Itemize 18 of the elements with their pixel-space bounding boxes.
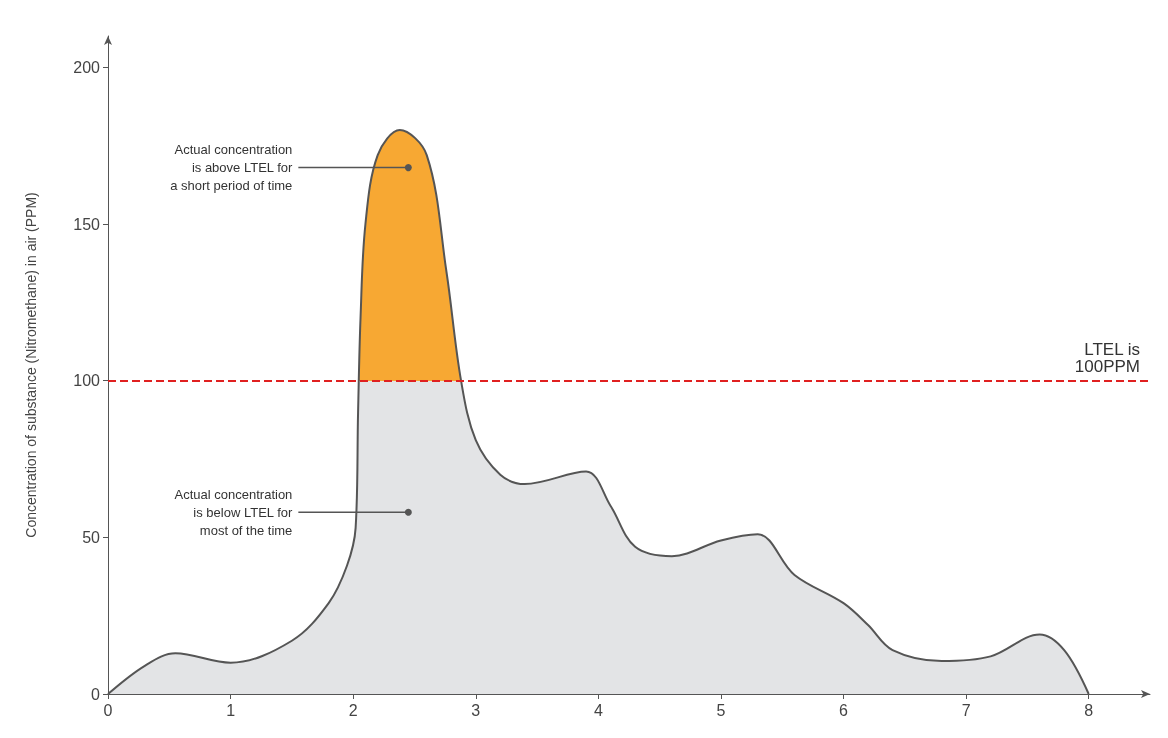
x-tick-label: 2 [348,701,358,719]
annotation: Actual concentration is below LTEL for most of the time [174,486,293,538]
x-tick-label: 1 [226,701,236,719]
x-tick-label: 8 [1084,701,1094,719]
y-tick-label: 100 [73,372,101,390]
x-tick-label: 5 [716,701,726,719]
x-tick-label: 0 [103,701,113,719]
x-tick-label: 3 [471,701,481,719]
y-axis-title: Concentration of substance (Nitromethane) in air (PPM) [23,192,39,538]
y-tick-label: 0 [91,685,101,703]
x-tick-label: 7 [961,701,971,719]
y-tick-label: 50 [82,528,101,546]
y-tick-label: 200 [73,58,101,76]
x-tick-label: 6 [839,701,849,719]
annotation: Actual concentration is above LTEL for a short period of time [170,142,293,194]
ref-line-label: LTEL is 100PPM [1074,339,1140,376]
x-tick-label: 4 [593,701,603,719]
y-tick-label: 150 [73,215,101,233]
